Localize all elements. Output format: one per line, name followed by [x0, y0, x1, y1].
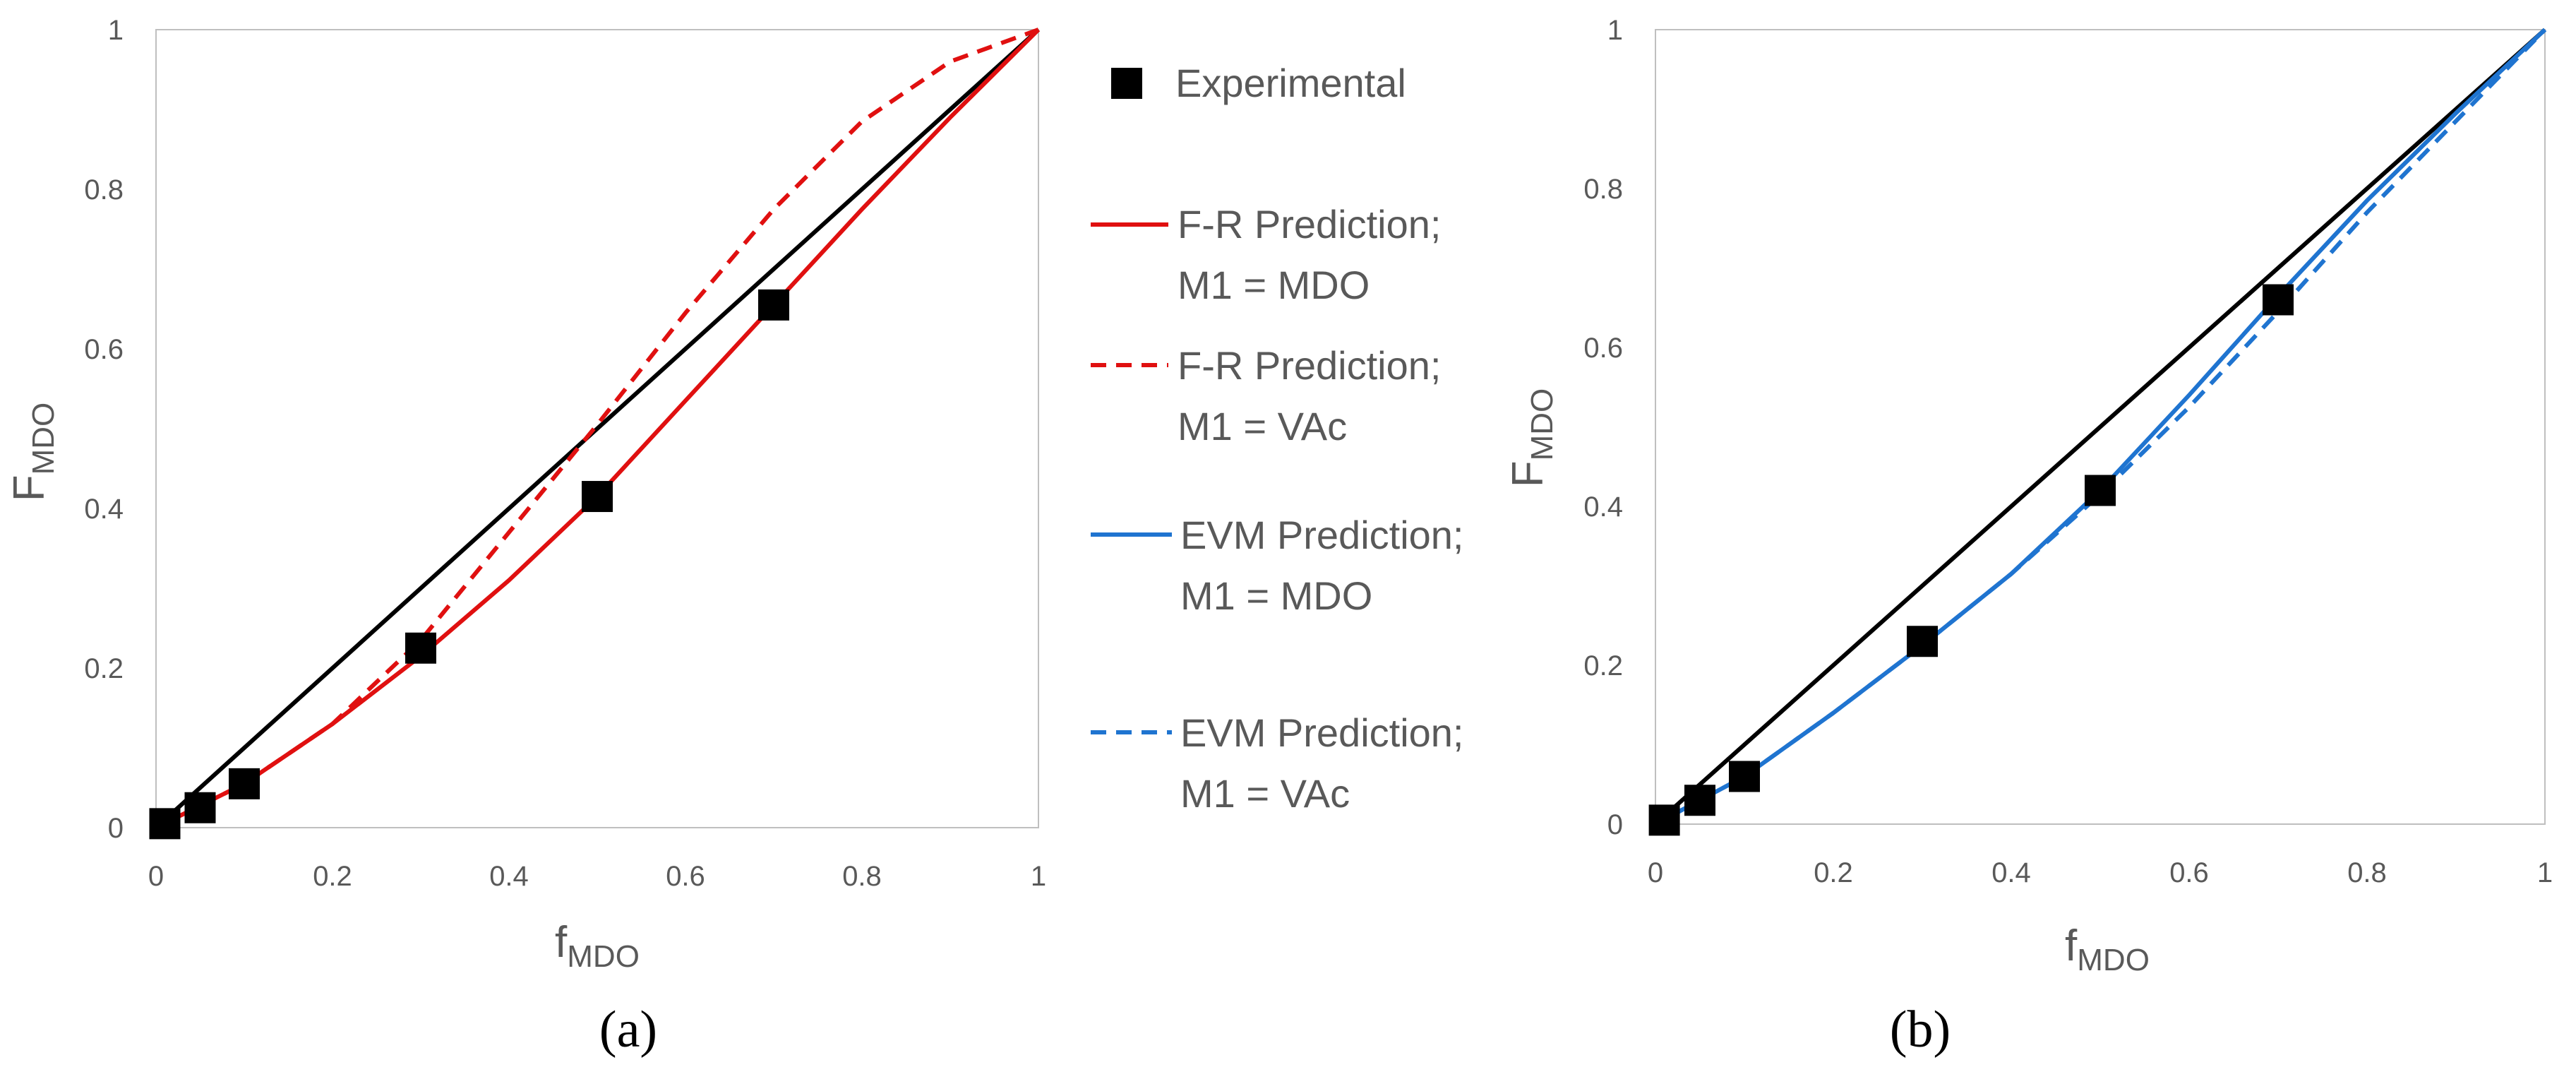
x-tick-label: 0	[1648, 857, 1663, 888]
y-tick-label: 1	[108, 15, 124, 46]
x-axis-title-b: fMDO	[2065, 922, 2150, 977]
x-tick-label: 0.4	[489, 861, 529, 892]
x-tick-labels-a: 0 0.2 0.4 0.6 0.8 1	[148, 861, 1046, 892]
x-tick-label: 0.4	[1991, 857, 2031, 888]
experimental-marker	[2263, 284, 2294, 316]
legend-fr-vac-label-1: F-R Prediction;	[1178, 343, 1441, 388]
legend-evm-mdo-label-2: M1 = MDO	[1180, 573, 1372, 618]
chart-panel-b: 0 0.2 0.4 0.6 0.8 1 00.20.40.60.81 fMDO FMDO …	[1504, 15, 2553, 1059]
x-axis-title-a: fMDO	[555, 918, 640, 974]
x-tick-label: 1	[2537, 857, 2553, 888]
experimental-marker	[582, 481, 613, 513]
experimental-marker	[2085, 475, 2116, 506]
series-line-azeotrope-line	[154, 28, 1041, 830]
experimental-marker	[405, 632, 436, 664]
y-tick-labels-b: 0 0.2 0.4 0.6 0.8 1	[1583, 15, 1623, 840]
experimental-marker	[149, 808, 181, 840]
y-tick-label: 0.4	[84, 494, 124, 525]
experimental-marker	[1648, 804, 1680, 836]
experimental-marker	[1684, 785, 1715, 816]
y-tick-label: 0.2	[84, 653, 124, 684]
x-tick-label: 0.6	[666, 861, 705, 892]
y-tick-label: 0.6	[84, 334, 124, 365]
legend-experimental-label: Experimental	[1175, 61, 1406, 105]
legend-fr-vac-label-2: M1 = VAc	[1178, 404, 1347, 448]
y-axis-title-b: FMDO	[1504, 388, 1559, 488]
x-tick-label: 1	[1031, 861, 1046, 892]
series-line-f-r-prediction-m1-vac	[155, 28, 1040, 830]
panel-label-b: (b)	[1890, 1001, 1951, 1059]
experimental-marker	[1907, 626, 1938, 657]
y-axis-title-a: FMDO	[5, 403, 61, 502]
plot-area-b	[1655, 29, 2546, 825]
experimental-marker	[229, 768, 260, 799]
x-tick-label: 0.6	[2169, 857, 2209, 888]
y-tick-label: 0.8	[84, 174, 124, 206]
x-tick-label: 0	[148, 861, 164, 892]
legend-evm-vac-label-2: M1 = VAc	[1180, 771, 1350, 816]
experimental-marker	[1729, 761, 1760, 792]
legend-experimental-swatch	[1111, 68, 1142, 99]
y-tick-label: 0.4	[1583, 492, 1623, 523]
experimental-marker	[184, 792, 216, 823]
series-lines-a	[154, 28, 1041, 830]
x-tick-label: 0.8	[2347, 857, 2387, 888]
experimental-markers-b	[1648, 284, 2294, 836]
x-tick-label: 0.8	[842, 861, 882, 892]
series-lines-b	[1654, 28, 2547, 826]
y-tick-label: 0	[1607, 809, 1623, 840]
x-tick-label: 0.2	[1814, 857, 1853, 888]
legend-evm-vac-label-1: EVM Prediction;	[1180, 710, 1464, 755]
y-tick-label: 0.6	[1583, 333, 1623, 364]
experimental-marker	[758, 289, 789, 321]
legend-fr-mdo-label-1: F-R Prediction;	[1178, 202, 1441, 246]
legend-evm-mdo-label-1: EVM Prediction;	[1180, 513, 1464, 557]
legend-fr-mdo-label-2: M1 = MDO	[1178, 263, 1370, 307]
legend: Experimental F-R Prediction; M1 = MDO F-…	[1091, 61, 1464, 816]
y-tick-label: 1	[1607, 15, 1623, 46]
chart-panel-a: 0 0.2 0.4 0.6 0.8 1 00.20.40.60.81 fMDO FMDO …	[5, 15, 1046, 1059]
y-tick-labels-a: 0 0.2 0.4 0.6 0.8 1	[84, 15, 124, 844]
panel-label-a: (a)	[599, 1001, 657, 1059]
plot-area-a	[155, 29, 1039, 828]
experimental-markers-a	[149, 289, 789, 840]
y-tick-label: 0	[108, 813, 124, 844]
y-tick-label: 0.2	[1583, 650, 1623, 681]
x-tick-labels-b: 0 0.2 0.4 0.6 0.8 1	[1648, 857, 2553, 888]
y-tick-label: 0.8	[1583, 174, 1623, 205]
series-line-azeotrope-line	[1654, 28, 2546, 826]
x-tick-label: 0.2	[313, 861, 352, 892]
